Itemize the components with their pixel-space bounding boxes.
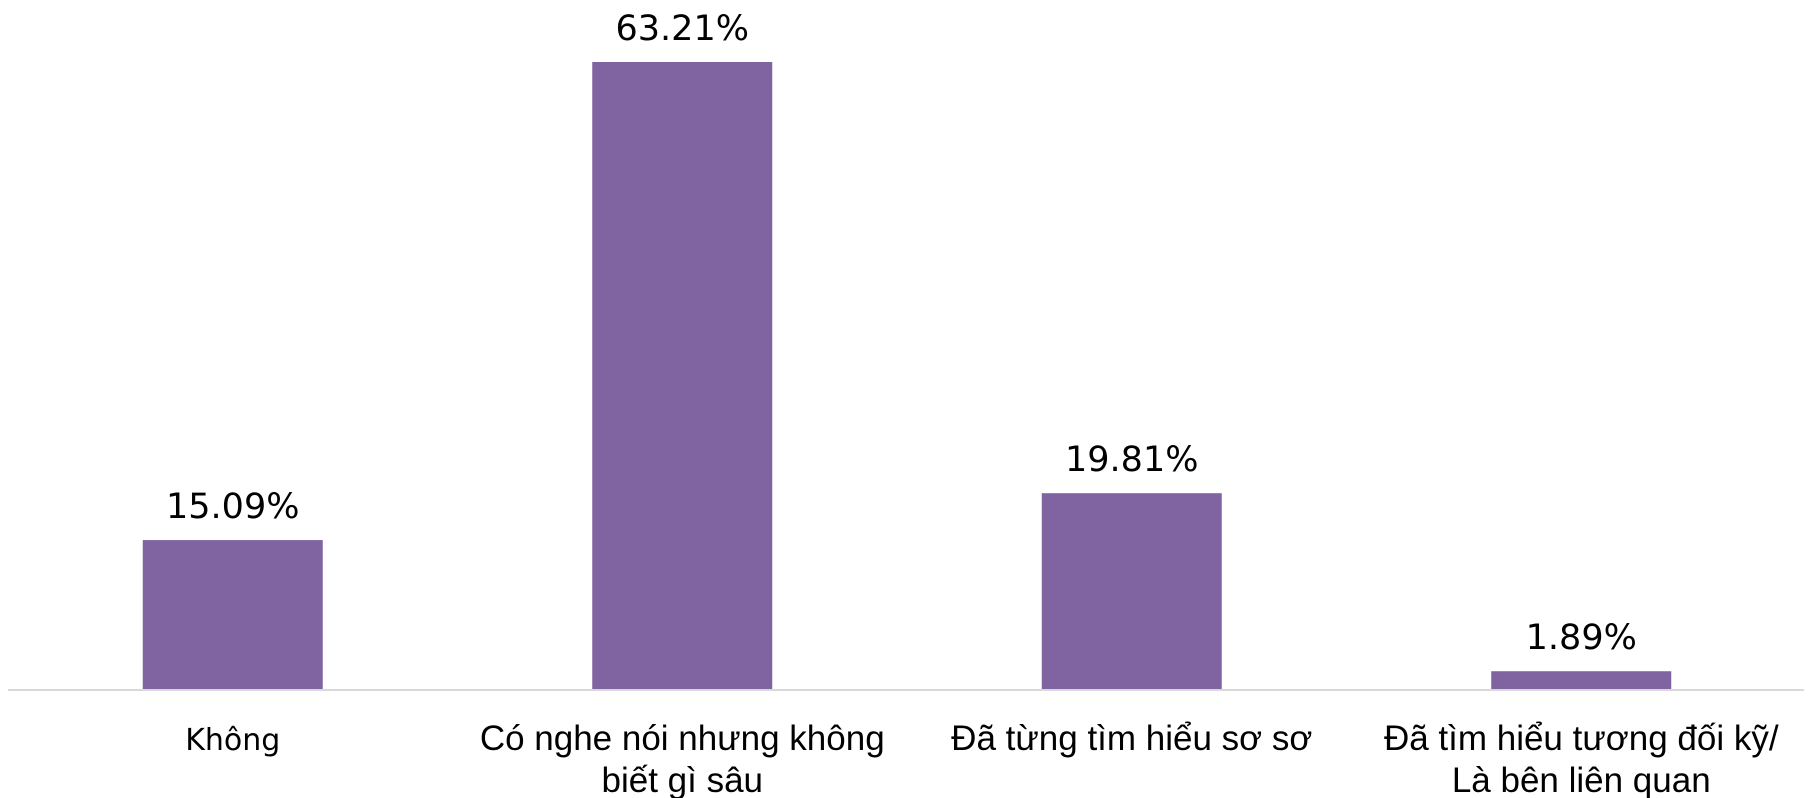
data-label-3: 19.81% bbox=[1065, 440, 1198, 480]
x-tick-label-4-line-2: Là bên liên quan bbox=[1452, 761, 1711, 798]
data-label-4: 1.89% bbox=[1526, 618, 1637, 658]
x-tick-label-1-line-1: Không bbox=[185, 723, 280, 758]
data-label-2: 63.21% bbox=[616, 9, 749, 49]
bar-3 bbox=[1041, 493, 1222, 690]
bars-group bbox=[142, 62, 1672, 690]
x-tick-label-2-line-2: biết gì sâu bbox=[602, 761, 764, 798]
bar-4 bbox=[1491, 671, 1672, 690]
x-tick-label-4-line-1: Đã tìm hiểu tương đối kỹ/ bbox=[1384, 719, 1779, 758]
bar-1 bbox=[142, 540, 323, 690]
value-labels-group: 15.09% 63.21% 19.81% 1.89% bbox=[166, 9, 1637, 658]
bar-2 bbox=[592, 62, 773, 690]
x-tick-label-2-line-1: Có nghe nói nhưng không bbox=[480, 719, 885, 758]
data-label-1: 15.09% bbox=[166, 487, 299, 527]
x-tick-label-3-line-1: Đã từng tìm hiểu sơ sơ bbox=[951, 719, 1312, 758]
